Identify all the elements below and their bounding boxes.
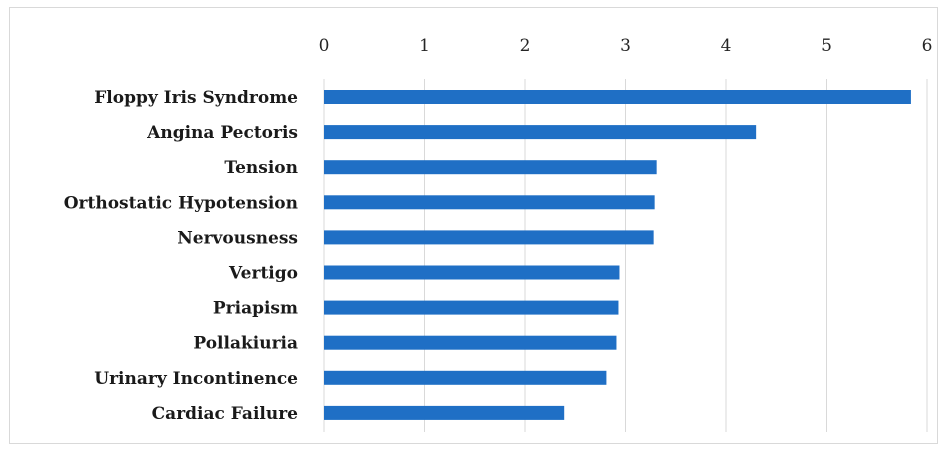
bar-angina-pectoris <box>324 125 757 140</box>
x-tick-label: 0 <box>319 36 330 56</box>
category-label: Priapism <box>213 299 298 319</box>
bar-urinary-incontinence <box>324 370 607 385</box>
category-label: Pollakiuria <box>193 334 298 354</box>
category-label: Orthostatic Hypotension <box>64 193 298 213</box>
bar-floppy-iris-syndrome <box>324 90 911 104</box>
x-tick-label: 6 <box>922 36 933 56</box>
bar-vertigo <box>324 265 620 280</box>
category-label: Vertigo <box>228 264 298 284</box>
category-label: Angina Pectoris <box>146 123 298 143</box>
bar-tension <box>324 160 657 175</box>
bars <box>324 90 911 420</box>
x-tick-label: 1 <box>419 36 430 56</box>
x-tick-label: 5 <box>821 36 832 56</box>
bar-orthostatic-hypotension <box>324 195 655 210</box>
bar-cardiac-failure <box>324 405 565 420</box>
x-tick-label: 3 <box>620 36 631 56</box>
x-tick-label: 2 <box>520 36 531 56</box>
category-label: Nervousness <box>177 228 298 248</box>
category-label: Cardiac Failure <box>152 404 299 424</box>
x-axis-tick-labels: 0 1 2 3 4 5 6 <box>319 36 933 56</box>
category-labels: Floppy Iris Syndrome Angina Pectoris Tensi… <box>64 88 298 424</box>
category-label: Tension <box>224 158 298 178</box>
x-tick-label: 4 <box>721 36 732 56</box>
category-label: Floppy Iris Syndrome <box>94 88 298 108</box>
category-label: Urinary Incontinence <box>94 369 298 389</box>
bar-nervousness <box>324 230 654 245</box>
bar-priapism <box>324 300 619 315</box>
bar-pollakiuria <box>324 335 617 350</box>
